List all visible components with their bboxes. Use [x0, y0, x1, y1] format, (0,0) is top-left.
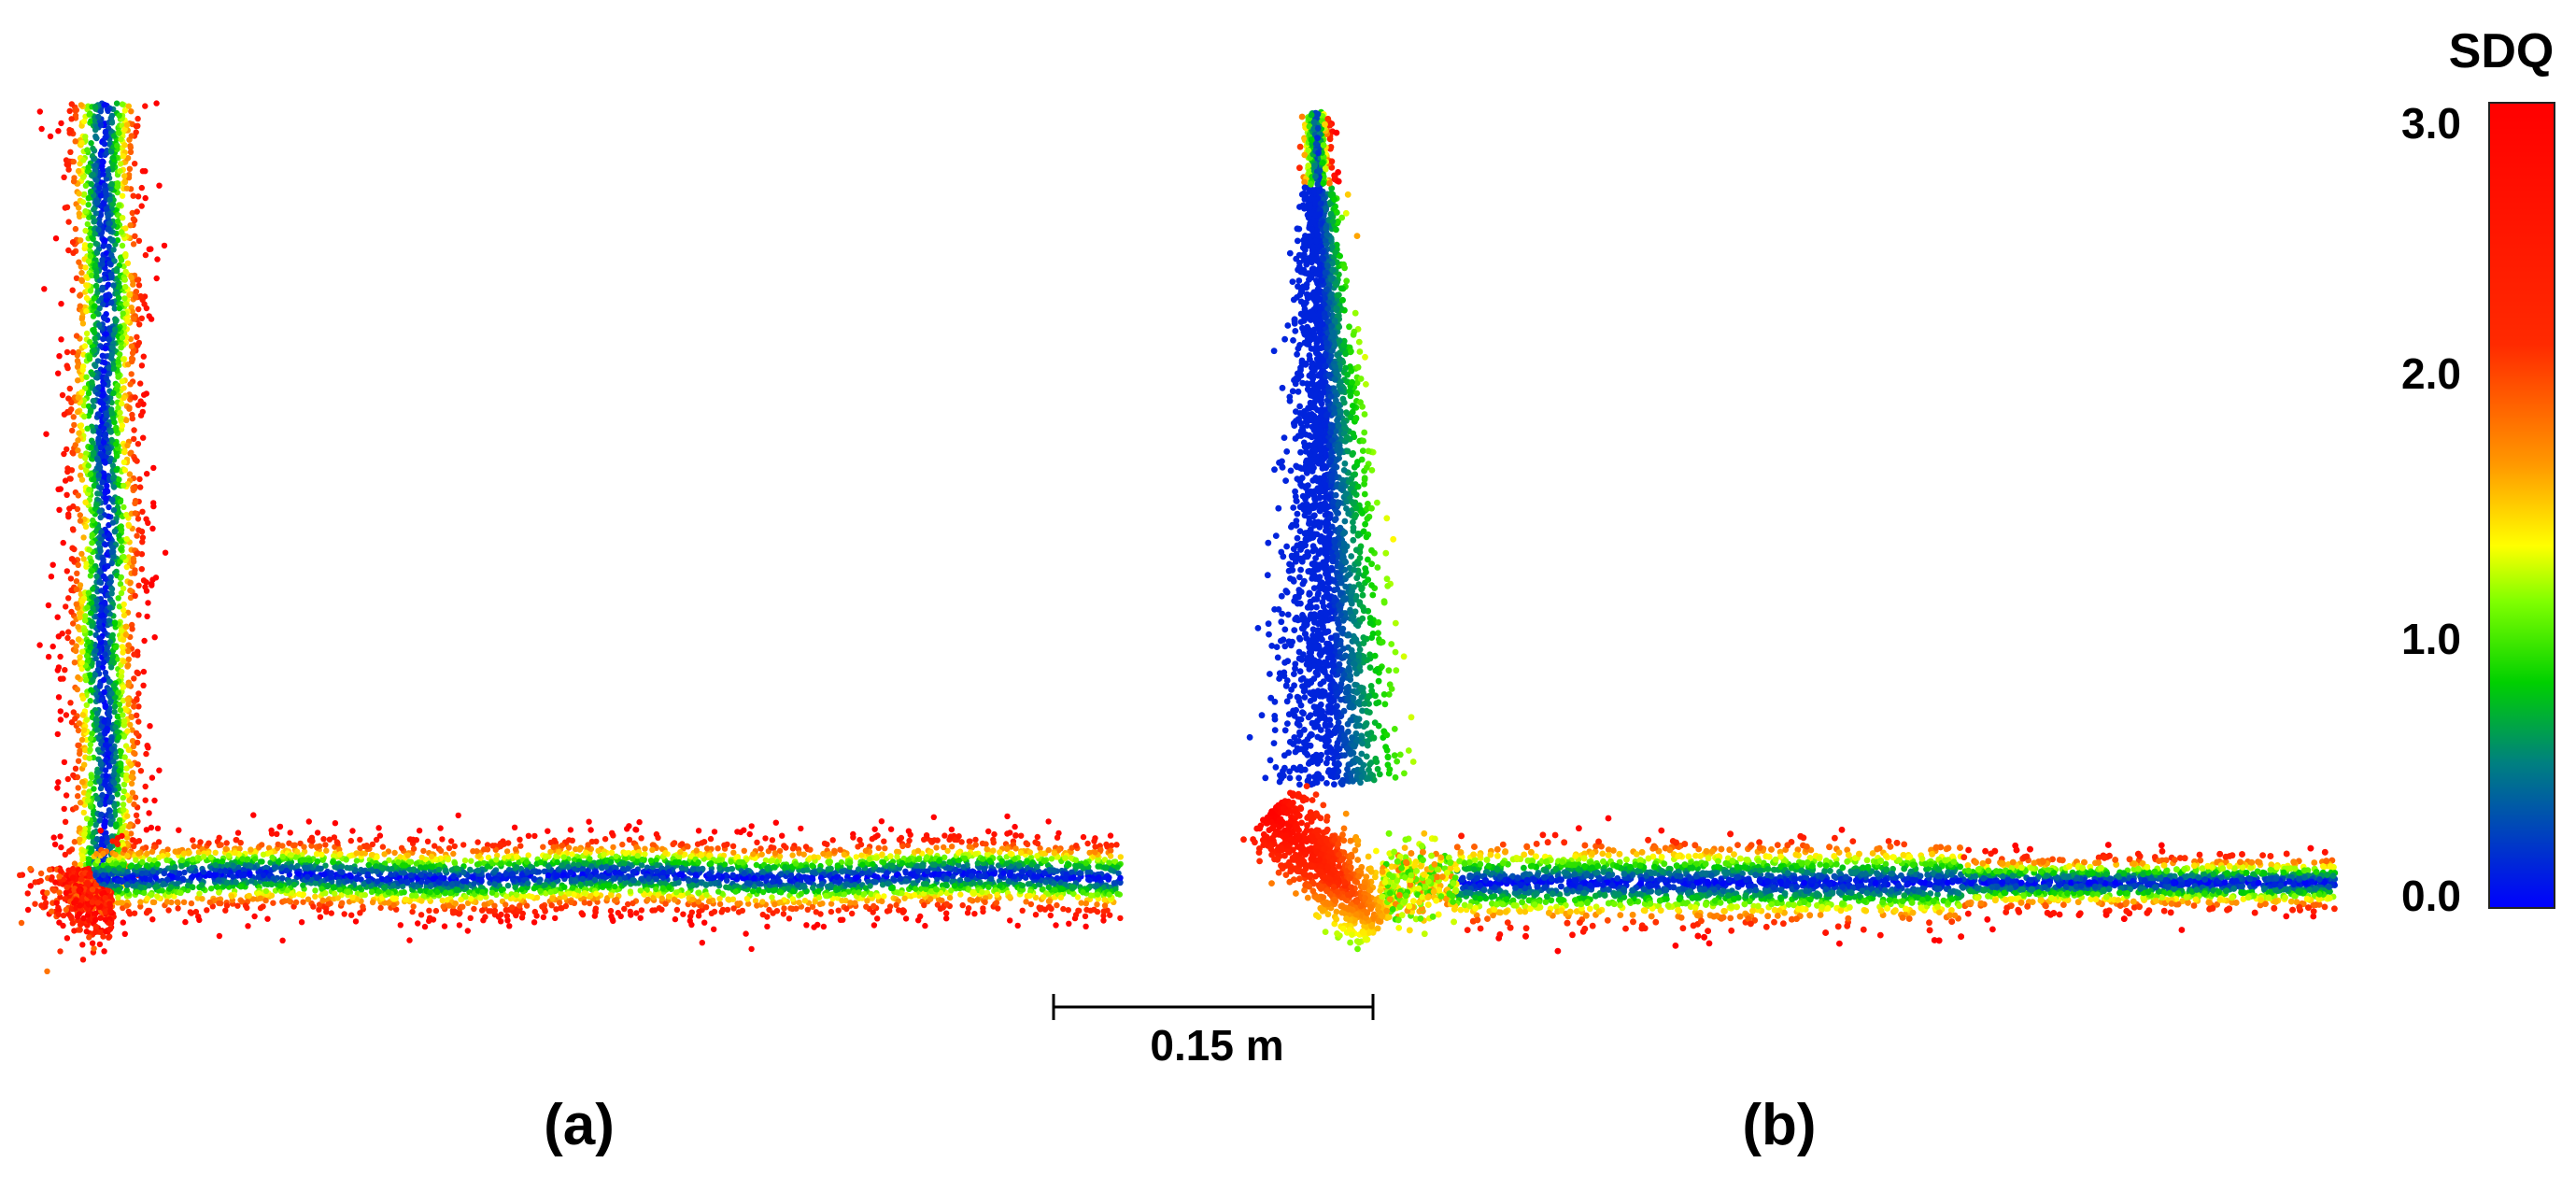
panel-label-a: (a): [544, 1093, 615, 1157]
panel-a-point-cloud: [17, 100, 1125, 975]
colorbar-gradient: [2488, 102, 2555, 909]
colorbar-tick-1: 1.0: [2401, 615, 2461, 663]
scale-bar-label: 0.15 m: [1150, 1021, 1283, 1070]
colorbar-title: SDQ: [2449, 24, 2555, 78]
panel-label-b: (b): [1742, 1093, 1816, 1157]
colorbar-tick-2: 2.0: [2401, 349, 2461, 398]
colorbar-tick-3: 3.0: [2401, 99, 2461, 148]
colorbar-tick-0: 0.0: [2401, 872, 2461, 920]
panel-b-point-cloud: [1240, 108, 2339, 955]
colorbar: SDQ 3.0 2.0 1.0 0.0: [2401, 24, 2555, 920]
scale-bar: 0.15 m: [1052, 994, 1375, 1070]
